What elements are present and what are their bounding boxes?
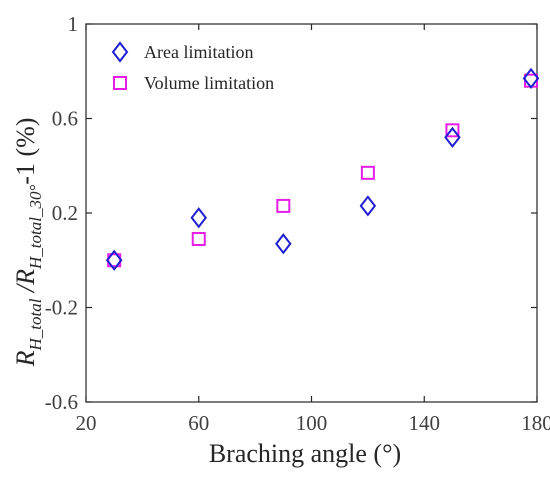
y-axis-title-mid: /R [11, 269, 40, 299]
area-limitation-point [444, 126, 461, 149]
x-tick-label: 180 [521, 411, 550, 435]
axes-group: 20 60 100 140 180 -0.6 -0.2 0.2 0.6 1 [45, 12, 550, 435]
y-tick-label: 1 [68, 12, 79, 36]
volume-limitation-point [445, 123, 460, 138]
y-tick-label: 0.6 [52, 107, 78, 131]
legend-label: Volume limitation [144, 73, 274, 93]
legend-diamond-marker [111, 41, 129, 63]
area-limitation-point [359, 195, 377, 217]
data-markers [105, 67, 540, 271]
y-tick-label: -0.6 [45, 390, 78, 414]
y-axis-title: RH_total /RH_total_30°-1 (%) [11, 118, 45, 368]
area-limitation-point [275, 233, 292, 255]
legend-background [95, 36, 310, 102]
legend: Area limitation Volume limitation [95, 36, 310, 102]
area-limitation-point [190, 207, 208, 229]
y-axis-title-sub2: H_total_30° [26, 185, 45, 270]
x-tick-label: 100 [296, 411, 328, 435]
y-axis-title-suffix: -1 (%) [11, 118, 40, 185]
volume-limitation-point [360, 165, 375, 180]
y-axis-title-main: R [11, 350, 40, 367]
x-tick-label: 140 [409, 411, 441, 435]
y-tick-label: -0.2 [45, 296, 78, 320]
area-limitation-point [522, 67, 540, 89]
x-tick-label: 60 [188, 411, 209, 435]
y-axis-title-sub1: H_total [26, 298, 45, 351]
legend-square-marker [113, 76, 127, 90]
x-tick-label: 20 [76, 411, 97, 435]
volume-limitation-point [276, 198, 291, 213]
volume-limitation-point [191, 231, 206, 246]
x-axis-title: Braching angle (°) [209, 439, 401, 468]
legend-label: Area limitation [144, 42, 253, 62]
area-limitation-point [105, 249, 123, 271]
y-tick-label: 0.2 [52, 201, 78, 225]
